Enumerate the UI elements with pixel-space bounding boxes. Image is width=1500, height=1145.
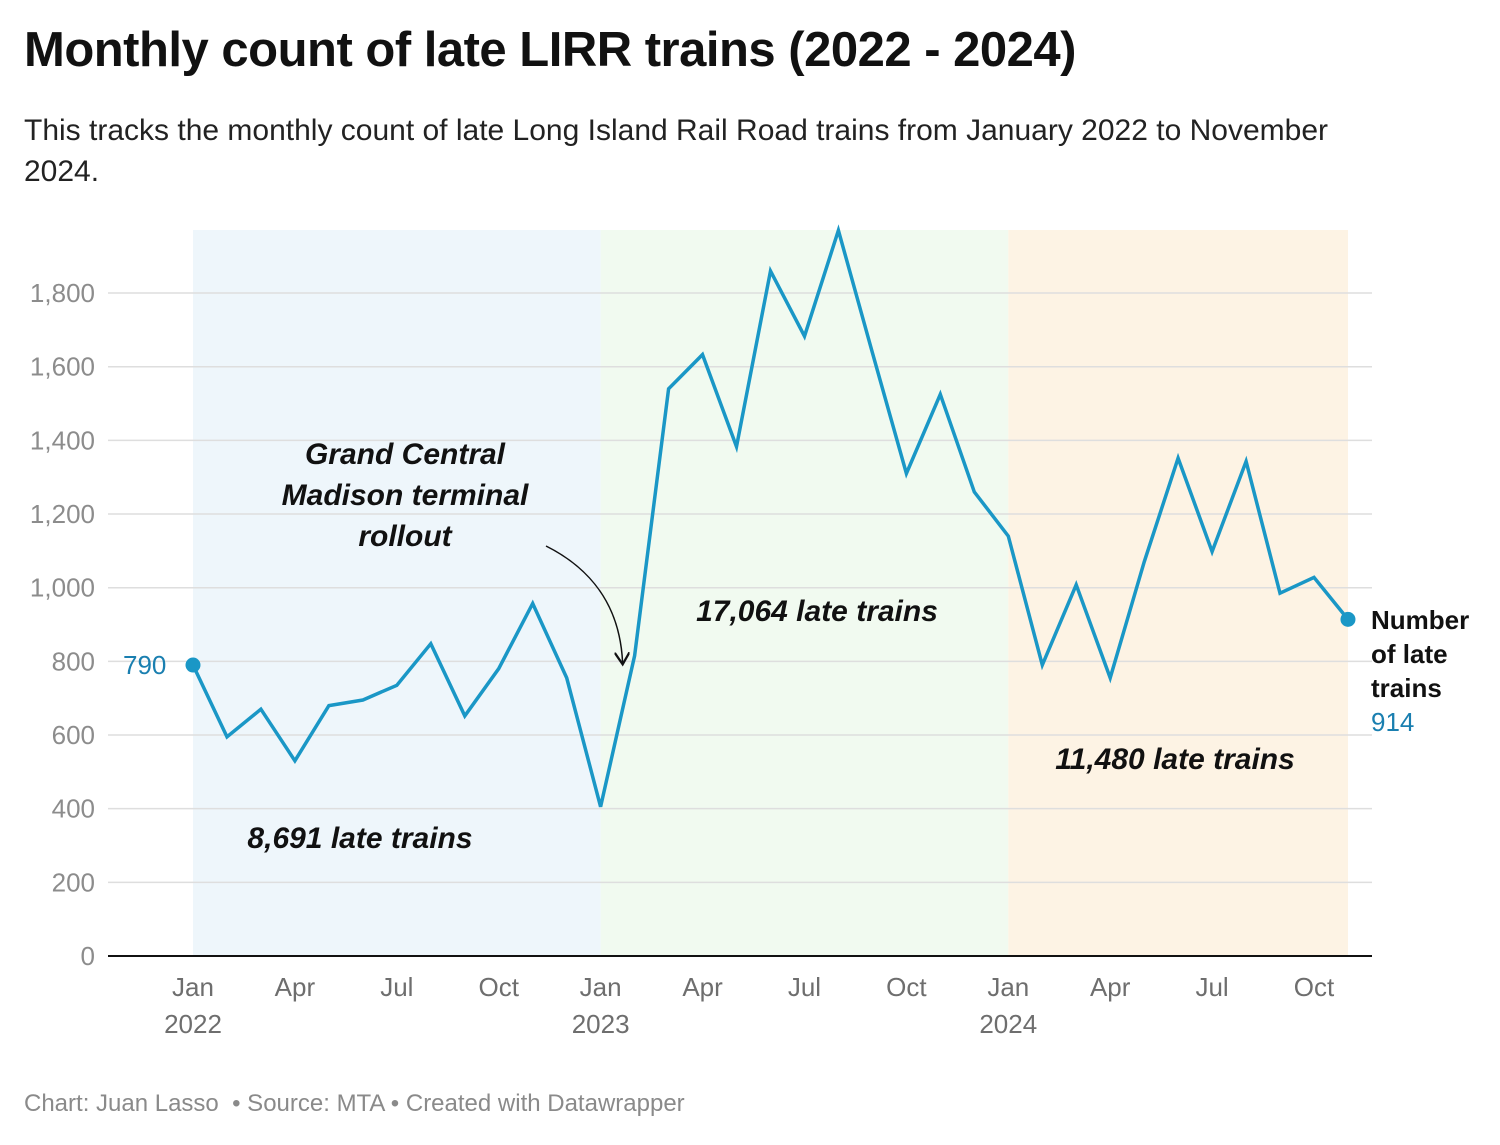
band-total-2022: 8,691 late trains xyxy=(247,822,472,855)
y-axis-ticks: 0 200 400 600 800 1,000 1,200 1,400 1,600 1,800 xyxy=(30,278,95,971)
band-2024 xyxy=(1008,230,1348,956)
period-bands xyxy=(193,230,1348,956)
annotation-arrow xyxy=(545,545,623,663)
series-name-label: trains xyxy=(1371,673,1442,703)
band-2022 xyxy=(193,230,601,956)
band-2023 xyxy=(600,230,1009,956)
grid-lines xyxy=(108,292,1372,884)
series-line-group xyxy=(185,224,1356,808)
x-tick-month: Apr xyxy=(275,972,316,1002)
end-value-label: 914 xyxy=(1371,707,1414,737)
annotation-text-line: Madison terminal xyxy=(282,479,529,512)
chart-footer: Chart: Juan Lasso • Source: MTA • Create… xyxy=(24,1090,685,1117)
x-tick-month: Oct xyxy=(886,972,927,1002)
series-line xyxy=(191,224,1350,808)
y-tick-label: 0 xyxy=(81,941,95,971)
x-tick-month: Apr xyxy=(682,972,723,1002)
band-total-2023: 17,064 late trains xyxy=(696,595,938,628)
x-tick-month: Jan xyxy=(987,972,1029,1002)
x-tick-month: Jul xyxy=(380,972,413,1002)
x-tick-month: Jan xyxy=(580,972,622,1002)
y-tick-label: 800 xyxy=(52,646,95,676)
y-tick-label: 1,600 xyxy=(30,352,95,382)
x-tick-year: 2023 xyxy=(572,1009,630,1039)
y-tick-label: 1,800 xyxy=(30,278,95,308)
y-tick-label: 1,400 xyxy=(30,425,95,455)
chart-title: Monthly count of late LIRR trains (2022 … xyxy=(24,23,1076,77)
x-tick-month: Oct xyxy=(479,972,520,1002)
x-tick-month: Apr xyxy=(1090,972,1131,1002)
x-tick-month: Jul xyxy=(1195,972,1228,1002)
annotation-text-line: rollout xyxy=(358,520,453,553)
start-point xyxy=(185,657,201,673)
y-tick-label: 600 xyxy=(52,720,95,750)
band-total-2024: 11,480 late trains xyxy=(1055,743,1295,776)
end-point xyxy=(1340,611,1356,627)
x-tick-month: Jul xyxy=(788,972,821,1002)
y-tick-label: 400 xyxy=(52,794,95,824)
band-annotations: 8,691 late trains 17,064 late trains 11,48… xyxy=(247,595,1294,855)
series-labels: 790 Number of late trains 914 xyxy=(123,605,1469,737)
rollout-annotation: Grand Central Madison terminal rollout xyxy=(282,438,623,663)
y-tick-label: 200 xyxy=(52,867,95,897)
y-tick-label: 1,200 xyxy=(30,499,95,529)
series-name-label: Number xyxy=(1371,605,1469,635)
x-axis-ticks: Jan 2022 Apr Jul Oct Jan 2023 Apr Jul Oct Jan 2024 A… xyxy=(164,972,1335,1039)
chart-subtitle: This tracks the monthly count of late Lo… xyxy=(24,114,1328,188)
x-tick-month: Jan xyxy=(172,972,214,1002)
y-tick-label: 1,000 xyxy=(30,573,95,603)
x-tick-month: Oct xyxy=(1294,972,1335,1002)
annotation-text-line: Grand Central xyxy=(305,438,506,471)
x-tick-year: 2024 xyxy=(979,1009,1037,1039)
start-value-label: 790 xyxy=(123,650,166,680)
x-tick-year: 2022 xyxy=(164,1009,222,1039)
series-name-label: of late xyxy=(1371,639,1448,669)
